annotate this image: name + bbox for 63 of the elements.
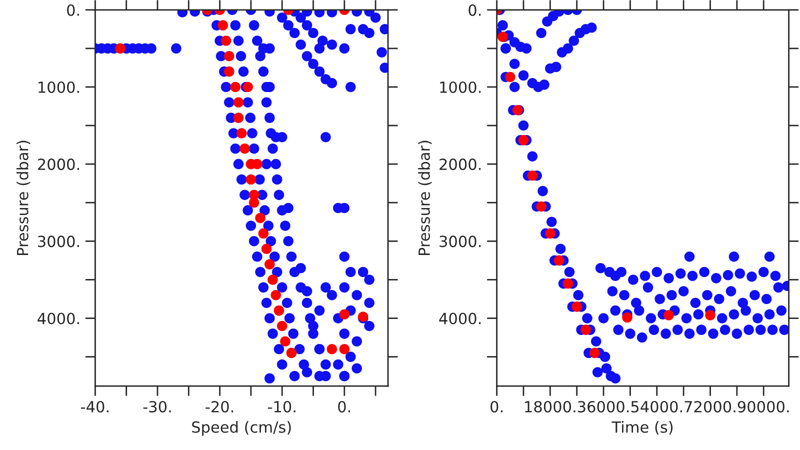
point: [255, 212, 266, 224]
point: [622, 312, 632, 323]
x-tick-label: -20.: [206, 400, 234, 413]
point: [286, 348, 297, 358]
x-axis-title: Speed (cm/s): [192, 421, 291, 436]
x-tick-label: 54000.: [631, 400, 682, 413]
y-tick-label: 1000.: [38, 81, 79, 94]
y-tick-label: 0.: [468, 4, 481, 16]
point: [705, 310, 716, 320]
point: [518, 135, 529, 146]
point: [233, 97, 244, 108]
point: [230, 82, 241, 92]
point: [114, 43, 126, 54]
point: [536, 201, 546, 212]
y-tick-label: 2000.: [440, 158, 481, 170]
point: [545, 228, 556, 239]
y-tick-label: 4000.: [38, 312, 79, 324]
point: [554, 255, 564, 266]
x-tick-label: 0.: [490, 400, 502, 413]
point: [339, 344, 350, 354]
point: [580, 324, 591, 335]
y-tick-label: 4000.: [439, 312, 481, 324]
point: [276, 320, 288, 332]
x-tick-label: -30.: [143, 400, 171, 413]
x-tick-label: -40.: [81, 400, 108, 413]
point: [589, 348, 600, 358]
y-tick-label: 0.: [67, 4, 79, 16]
point: [240, 144, 250, 154]
y-tick-label: 3000.: [440, 236, 481, 248]
point: [261, 244, 272, 254]
point: [280, 336, 290, 347]
point: [268, 274, 278, 285]
x-tick-label: 72000.: [684, 400, 736, 413]
y-tick-label: 1000.: [440, 81, 481, 94]
point: [326, 344, 338, 354]
point: [248, 197, 260, 208]
x-tick-label: 36000.: [578, 400, 629, 413]
point: [572, 302, 582, 312]
point: [258, 228, 269, 239]
point: [224, 51, 234, 62]
point: [527, 170, 538, 181]
point: [264, 259, 275, 270]
x-tick-label: 90000.: [738, 400, 789, 413]
point: [246, 174, 256, 185]
point: [562, 278, 574, 289]
x-axis-title: Time (s): [612, 421, 673, 435]
x-tick-label: 18000.: [525, 400, 576, 413]
y-axis-title: Pressure (dbar): [418, 140, 432, 256]
point: [339, 309, 350, 320]
point: [664, 310, 674, 320]
point: [270, 290, 282, 300]
x-tick-label: 0.: [338, 400, 350, 413]
point: [220, 36, 232, 46]
y-tick-label: 2000.: [38, 158, 79, 170]
x-tick-label: -10.: [268, 400, 296, 413]
point: [233, 112, 244, 123]
point: [504, 72, 516, 82]
point: [218, 20, 228, 30]
point: [236, 128, 247, 138]
point: [224, 66, 234, 77]
y-axis-title: Pressure (dbar): [16, 140, 30, 256]
y-tick-label: 3000.: [38, 236, 79, 248]
point: [274, 305, 284, 316]
